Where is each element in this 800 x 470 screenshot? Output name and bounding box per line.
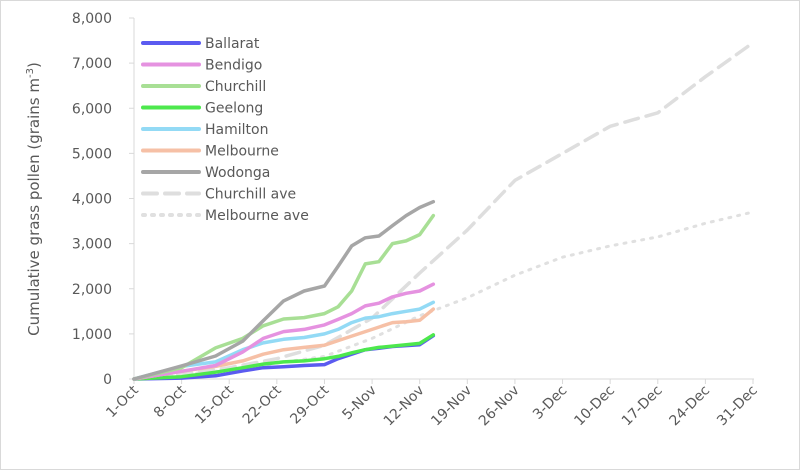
series-line-geelong — [132, 333, 436, 381]
series-line-melbourne-ave — [132, 210, 755, 381]
legend-label: Hamilton — [205, 122, 268, 138]
x-tick-label: 22-Oct — [240, 382, 285, 427]
legend-label: Melbourne — [205, 144, 279, 160]
y-tick-label: 5,000 — [72, 146, 112, 162]
y-tick-label: 3,000 — [72, 237, 112, 253]
legend-label: Ballarat — [205, 36, 260, 52]
series-line-churchill-ave — [132, 41, 755, 381]
y-tick-label: 2,000 — [72, 282, 112, 298]
series-line-bendigo — [132, 282, 436, 381]
x-tick-label: 15-Oct — [192, 382, 237, 427]
series-lines — [132, 41, 755, 381]
legend-label: Melbourne ave — [205, 208, 309, 224]
legend-label: Bendigo — [205, 58, 262, 74]
series-line-churchill — [132, 213, 436, 381]
x-tick-label: 10-Dec — [571, 383, 618, 430]
series-line-melbourne — [132, 307, 436, 381]
y-tick-label: 0 — [103, 372, 112, 388]
legend: Ballarat Bendigo Churchill Geelong Hamilton M… — [141, 36, 309, 224]
y-tick-label: 8,000 — [72, 11, 112, 27]
series-line-wodonga — [132, 199, 436, 381]
x-tick-label: 31-Dec — [714, 383, 761, 430]
y-tick-label: 4,000 — [72, 192, 112, 208]
x-tick-label: 26-Nov — [476, 383, 523, 430]
y-tick-label: 7,000 — [72, 56, 112, 72]
y-tick-label: 6,000 — [72, 101, 112, 117]
x-tick-label: 3-Dec — [530, 383, 570, 423]
x-tick-label: 12-Nov — [381, 383, 428, 430]
x-tick-label: 24-Dec — [667, 383, 714, 430]
series-line-hamilton — [132, 300, 436, 381]
legend-label: Churchill — [205, 79, 266, 95]
legend-label: Wodonga — [205, 165, 270, 181]
y-axis-label: Cumulative grass pollen (grains m-3) — [25, 62, 43, 336]
legend-label: Geelong — [205, 101, 263, 117]
y-tick-label: 1,000 — [72, 327, 112, 343]
x-tick-label: 8-Oct — [151, 382, 190, 421]
x-tick-label: 29-Oct — [287, 382, 332, 427]
x-tick-label: 19-Nov — [428, 383, 475, 430]
x-tick-label: 5-Nov — [339, 383, 380, 424]
x-tick-label: 17-Dec — [619, 383, 666, 430]
legend-label: Churchill ave — [205, 187, 296, 203]
